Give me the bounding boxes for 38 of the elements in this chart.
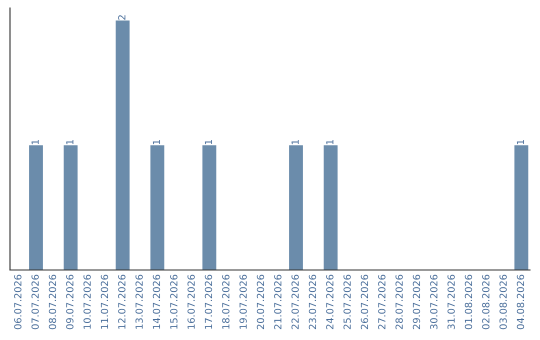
x-tick-label: 29.07.2026 [412,274,420,330]
x-tick-label: 24.07.2026 [326,274,334,330]
x-tick-label: 25.07.2026 [343,274,351,330]
x-tick-label: 07.07.2026 [31,274,39,330]
data-label: 2 [118,15,126,20]
x-tick-label: 23.07.2026 [308,274,316,330]
data-label: 1 [204,140,212,144]
x-tick-label: 27.07.2026 [378,274,386,330]
x-tick-label: 30.07.2026 [430,274,438,330]
x-tick-label: 11.07.2026 [100,274,108,329]
data-label: 1 [32,140,39,144]
x-tick-label: 20.07.2026 [256,274,264,330]
x-tick-label: 31.07.2026 [447,274,455,330]
x-tick-label: 06.07.2026 [14,274,22,330]
x-tick-label: 10.07.2026 [83,274,91,329]
x-tick-label: 17.07.2026 [204,274,212,329]
x-tick-label: 09.07.2026 [66,274,74,330]
x-tick-label: 15.07.2026 [170,274,178,329]
x-tick-label: 22.07.2026 [291,274,299,330]
data-label: 1 [292,140,299,144]
data-label: 1 [516,140,524,144]
x-tick-label: 28.07.2026 [395,274,403,330]
x-tick-label: 21.07.2026 [274,274,282,330]
x-tick-label: 16.07.2026 [187,274,195,329]
x-tick-label: 03.08.2026 [499,274,507,330]
x-tick-label: 19.07.2026 [239,274,247,329]
data-label: 1 [326,140,334,144]
data-label: 1 [152,140,160,144]
x-tick-label: 01.08.2026 [464,274,472,330]
x-tick-label: 13.07.2026 [135,274,143,329]
x-tick-label: 14.07.2026 [152,274,160,329]
data-label: 1 [66,140,74,144]
x-tick-label: 08.07.2026 [48,274,56,330]
x-tick-label: 18.07.2026 [222,274,230,329]
x-tick-label: 02.08.2026 [482,274,490,330]
x-tick-label: 12.07.2026 [118,274,126,329]
x-tick-label: 04.08.2026 [516,274,524,330]
x-tick-label: 26.07.2026 [360,274,368,330]
